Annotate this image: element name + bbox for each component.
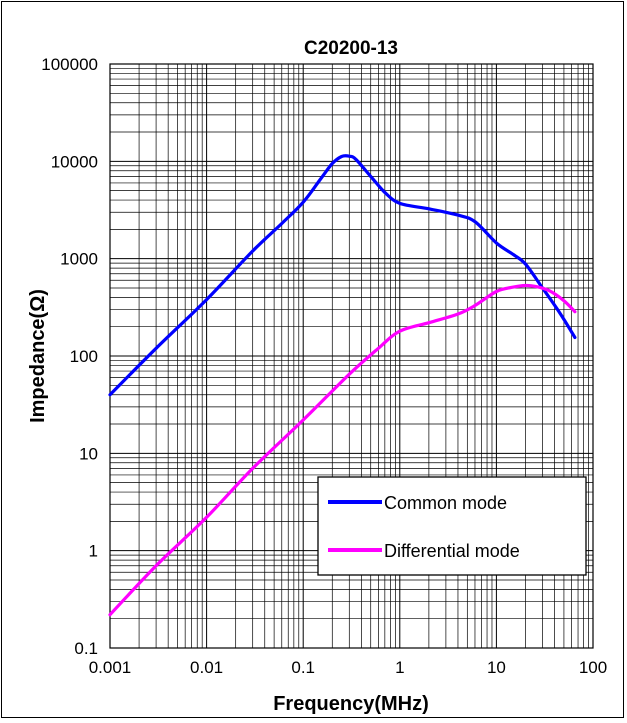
x-tick-label: 0.01	[190, 658, 223, 677]
legend-label: Common mode	[384, 493, 507, 513]
y-tick-label: 0.1	[74, 639, 98, 658]
x-tick-label: 0.001	[89, 658, 132, 677]
y-tick-label: 1000	[60, 250, 98, 269]
y-tick-label: 10000	[51, 152, 98, 171]
y-axis-title: Impedance(Ω)	[27, 289, 49, 423]
x-tick-label: 10	[487, 658, 506, 677]
y-tick-label: 100	[70, 347, 98, 366]
chart-title: C20200-13	[304, 38, 398, 59]
x-tick-label: 0.1	[291, 658, 315, 677]
tick-labels: 0.001 0.01 0.1 1 10 100 0.1 1 10 100 1000 10000 1000…	[41, 55, 607, 677]
series-lines	[108, 154, 577, 617]
legend: Common mode Differential mode	[317, 476, 587, 576]
common-mode-line	[108, 154, 577, 397]
y-tick-label: 10	[79, 444, 98, 463]
y-tick-label: 100000	[41, 55, 98, 74]
y-tick-label: 1	[89, 542, 98, 561]
differential-mode-line	[108, 283, 577, 617]
x-tick-label: 100	[579, 658, 607, 677]
legend-label: Differential mode	[384, 541, 520, 561]
x-tick-label: 1	[395, 658, 404, 677]
x-axis-title: Frequency(MHz)	[273, 693, 429, 715]
legend-box	[317, 476, 587, 576]
plot-border	[109, 63, 594, 649]
